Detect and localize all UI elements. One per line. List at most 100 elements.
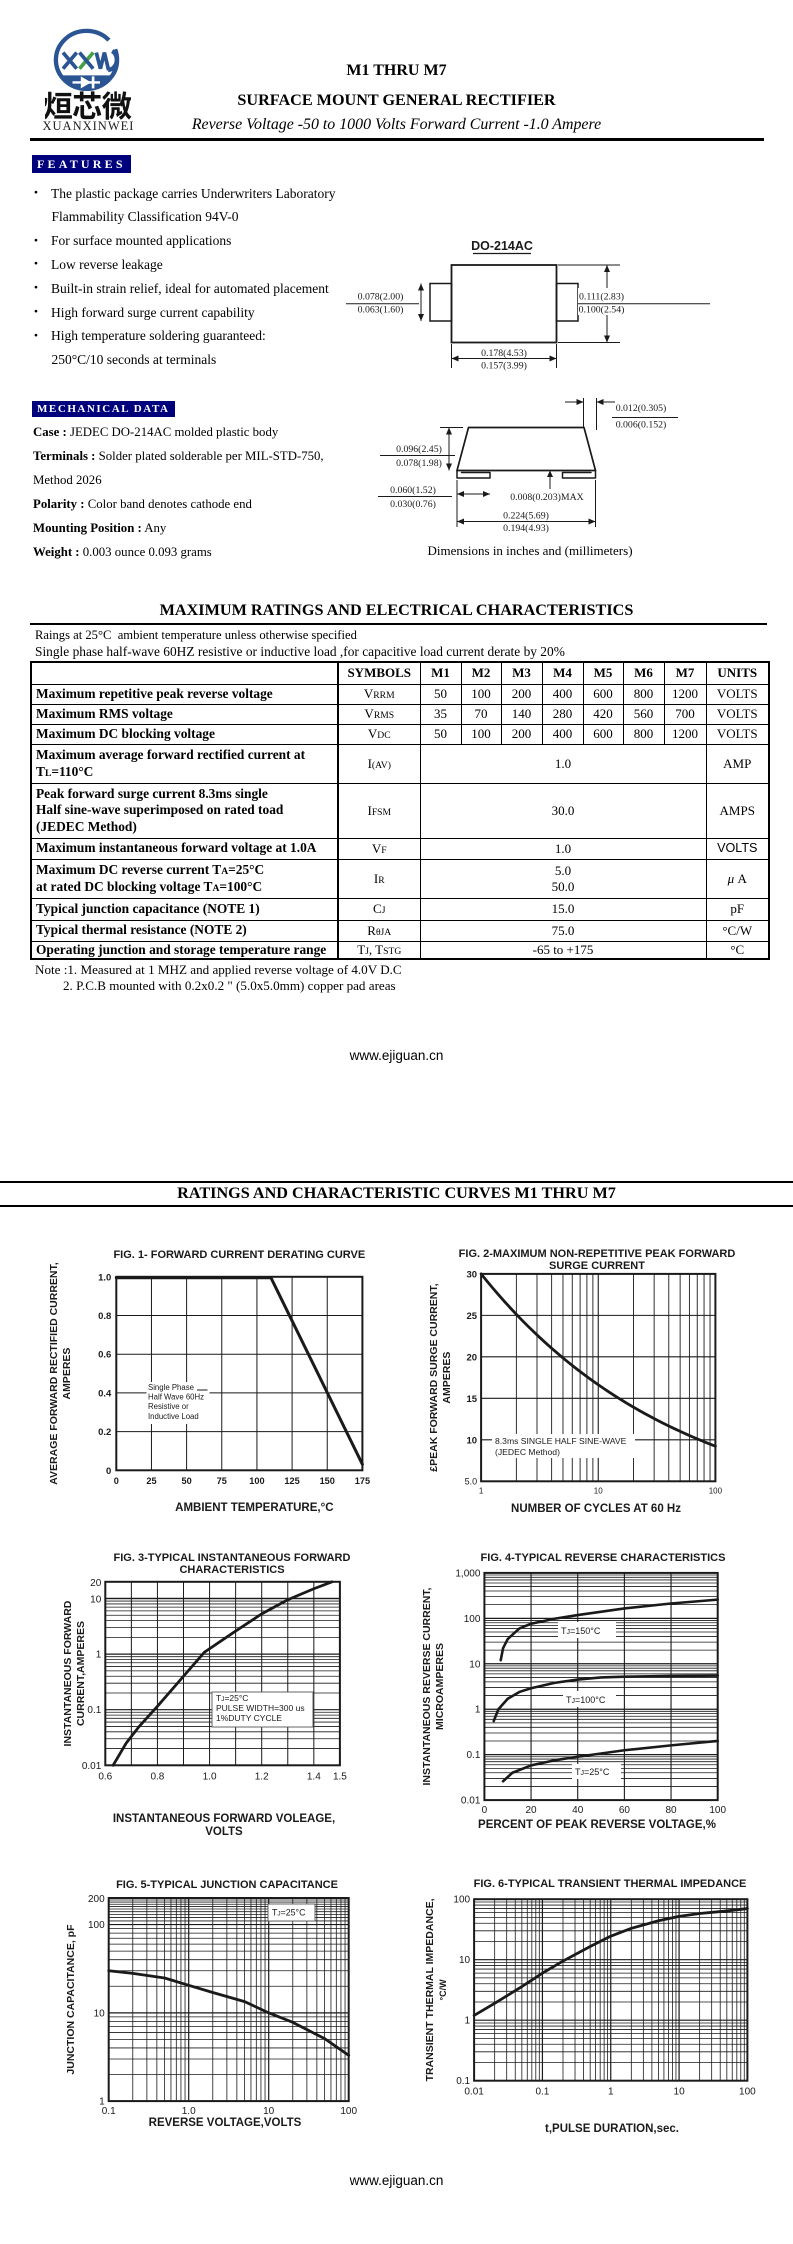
svg-text:0.111(2.83): 0.111(2.83) [579, 292, 624, 303]
svg-text:1: 1 [99, 2097, 105, 2108]
svg-text:10: 10 [263, 2106, 275, 2117]
svg-text:Half Wave 60Hz: Half Wave 60Hz [148, 1393, 204, 1402]
svg-text:0.1: 0.1 [102, 2106, 116, 2117]
svg-text:50: 50 [181, 1476, 191, 1486]
svg-text:8.3ms SINGLE HALF SINE-WAVE: 8.3ms SINGLE HALF SINE-WAVE [495, 1436, 627, 1446]
svg-text:1%DUTY CYCLE: 1%DUTY CYCLE [216, 1713, 282, 1723]
svg-text:100: 100 [739, 2087, 756, 2098]
svg-text:0: 0 [114, 1476, 119, 1486]
svg-text:FIG. 5-TYPICAL JUNCTION CAPACI: FIG. 5-TYPICAL JUNCTION CAPACITANCE [116, 1879, 338, 1891]
svg-text:CURRENT,AMPERES: CURRENT,AMPERES [75, 1621, 87, 1726]
svg-text:INSTANTANEOUS FORWARD VOLEAGE,: INSTANTANEOUS FORWARD VOLEAGE, [113, 1813, 335, 1825]
svg-text:1.2: 1.2 [255, 1771, 269, 1782]
svg-text:(JEDEC Method): (JEDEC Method) [495, 1447, 560, 1457]
svg-text:FIG. 4-TYPICAL REVERSE CHARACT: FIG. 4-TYPICAL REVERSE CHARACTERISTICS [481, 1552, 726, 1564]
svg-text:1: 1 [475, 1705, 481, 1716]
svg-text:FIG. 1- FORWARD CURRENT DERATI: FIG. 1- FORWARD CURRENT DERATING CURVE [113, 1249, 365, 1261]
svg-text:INSTANTANEOUS REVERSE CURRENT,: INSTANTANEOUS REVERSE CURRENT, [421, 1587, 433, 1785]
svg-text:£PEAK FORWARD SURGE CURRENT,: £PEAK FORWARD SURGE CURRENT, [428, 1283, 440, 1471]
svg-text:10: 10 [469, 1659, 481, 1670]
svg-text:0.2: 0.2 [98, 1427, 111, 1438]
svg-text:200: 200 [88, 1894, 105, 1905]
svg-text:0.063(1.60): 0.063(1.60) [358, 305, 404, 316]
svg-text:SURGE CURRENT: SURGE CURRENT [549, 1260, 645, 1272]
svg-text:0.8: 0.8 [98, 1311, 111, 1322]
svg-text:10: 10 [467, 1435, 478, 1446]
svg-text:0.008(0.203)MAX: 0.008(0.203)MAX [510, 492, 583, 503]
svg-text:100: 100 [249, 1476, 264, 1486]
svg-text:0.6: 0.6 [98, 1771, 112, 1782]
svg-text:10: 10 [459, 1955, 471, 1966]
svg-text:0.012(0.305): 0.012(0.305) [616, 403, 667, 414]
svg-text:100: 100 [88, 1920, 105, 1931]
svg-text:FIG. 6-TYPICAL TRANSIENT THERM: FIG. 6-TYPICAL TRANSIENT THERMAL IMPEDAN… [474, 1878, 747, 1890]
svg-text:15: 15 [467, 1394, 478, 1405]
svg-text:1: 1 [96, 1650, 102, 1661]
svg-text:175: 175 [355, 1476, 370, 1486]
svg-text:AMBIENT TEMPERATURE,°C: AMBIENT TEMPERATURE,°C [175, 1502, 333, 1514]
svg-text:10: 10 [674, 2087, 686, 2098]
svg-text:0.4: 0.4 [98, 1388, 112, 1399]
svg-text:25: 25 [467, 1311, 478, 1322]
svg-text:1: 1 [608, 2087, 614, 2098]
svg-text:0.178(4.53): 0.178(4.53) [481, 348, 527, 359]
svg-text:Single Phase: Single Phase [148, 1383, 194, 1392]
svg-text:Resistive or: Resistive or [148, 1402, 189, 1411]
svg-text:10: 10 [94, 2008, 106, 2019]
svg-text:1.5: 1.5 [333, 1771, 347, 1782]
svg-text:FIG. 2-MAXIMUM NON-REPETITIVE: FIG. 2-MAXIMUM NON-REPETITIVE PEAK FORWA… [459, 1248, 736, 1260]
svg-text:20: 20 [90, 1578, 102, 1589]
svg-text:10: 10 [594, 1486, 603, 1495]
svg-text:20: 20 [467, 1352, 478, 1363]
svg-text:20: 20 [525, 1805, 537, 1816]
svg-text:0.030(0.76): 0.030(0.76) [390, 499, 436, 510]
svg-text:INSTANTANEOUS FORWARD: INSTANTANEOUS FORWARD [62, 1600, 74, 1746]
svg-text:0.1: 0.1 [535, 2087, 549, 2098]
svg-text:TJ=25°C: TJ=25°C [216, 1693, 248, 1703]
svg-text:FIG. 3-TYPICAL INSTANTANEOUS F: FIG. 3-TYPICAL INSTANTANEOUS FORWARD [114, 1552, 351, 1564]
svg-text:VOLTS: VOLTS [205, 1826, 243, 1838]
svg-text:TJ=100°C: TJ=100°C [566, 1695, 606, 1705]
svg-text:0.1: 0.1 [456, 2076, 470, 2087]
svg-text:0: 0 [106, 1466, 111, 1477]
svg-text:60: 60 [619, 1805, 631, 1816]
svg-text:PULSE WIDTH=300 us: PULSE WIDTH=300 us [216, 1703, 305, 1713]
svg-text:1,000: 1,000 [455, 1568, 480, 1579]
svg-text:TJ=25°C: TJ=25°C [575, 1767, 610, 1777]
svg-text:0.01: 0.01 [461, 1796, 481, 1807]
svg-text:1.4: 1.4 [307, 1771, 321, 1782]
svg-text:5.0: 5.0 [465, 1476, 478, 1486]
svg-text:80: 80 [665, 1805, 677, 1816]
svg-text:40: 40 [572, 1805, 584, 1816]
svg-text:0: 0 [482, 1805, 488, 1816]
svg-text:75: 75 [217, 1476, 227, 1486]
svg-text:1.0: 1.0 [182, 2106, 196, 2117]
svg-text:0.224(5.69): 0.224(5.69) [503, 511, 549, 522]
svg-text:REVERSE VOLTAGE,VOLTS: REVERSE VOLTAGE,VOLTS [149, 2117, 302, 2129]
svg-text:CHARACTERISTICS: CHARACTERISTICS [179, 1564, 284, 1576]
svg-text:°C/W: °C/W [438, 1979, 448, 2001]
svg-text:AMPERES: AMPERES [61, 1348, 73, 1400]
svg-text:100: 100 [709, 1805, 726, 1816]
svg-text:1.0: 1.0 [98, 1272, 111, 1283]
svg-text:10: 10 [90, 1595, 102, 1606]
svg-text:NUMBER OF CYCLES AT 60 Hz: NUMBER OF CYCLES AT 60 Hz [511, 1503, 681, 1515]
svg-text:MICROAMPERES: MICROAMPERES [434, 1643, 446, 1730]
svg-text:0.078(2.00): 0.078(2.00) [358, 292, 404, 303]
svg-text:100: 100 [464, 1614, 481, 1625]
svg-text:TJ=25°C: TJ=25°C [272, 1908, 306, 1918]
svg-text:0.096(2.45): 0.096(2.45) [396, 444, 442, 455]
svg-text:PERCENT OF PEAK REVERSE VOLTAG: PERCENT OF PEAK REVERSE VOLTAGE,% [478, 1819, 716, 1831]
svg-text:1.0: 1.0 [203, 1771, 217, 1782]
svg-text:150: 150 [320, 1476, 335, 1486]
svg-text:0.1: 0.1 [87, 1705, 101, 1716]
svg-text:0.194(4.93): 0.194(4.93) [503, 523, 549, 534]
svg-text:0.078(1.98): 0.078(1.98) [396, 458, 442, 469]
svg-text:0.157(3.99): 0.157(3.99) [481, 361, 527, 372]
svg-text:0.01: 0.01 [464, 2087, 484, 2098]
svg-text:0.01: 0.01 [82, 1761, 102, 1772]
svg-text:30: 30 [467, 1269, 478, 1280]
svg-text:0.100(2.54): 0.100(2.54) [579, 305, 625, 316]
svg-text:100: 100 [453, 1895, 470, 1906]
svg-text:t,PULSE DURATION,sec.: t,PULSE DURATION,sec. [545, 2123, 679, 2135]
